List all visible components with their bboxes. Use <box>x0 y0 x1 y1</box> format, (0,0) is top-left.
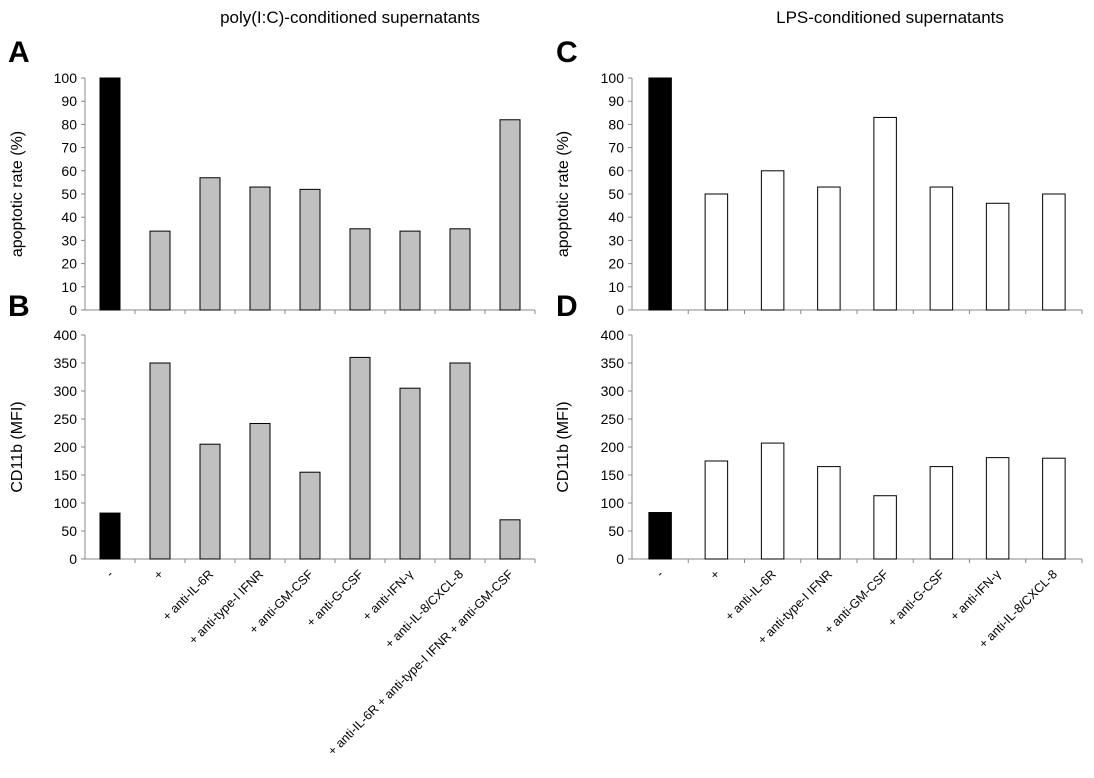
bar-c <box>648 77 672 311</box>
bar-b <box>399 387 421 560</box>
bar-d <box>1042 457 1066 560</box>
y-tick-label-a: 20 <box>61 256 77 272</box>
y-tick-label-b: 150 <box>54 467 78 483</box>
panel-label-b: B <box>8 290 30 323</box>
right-column-title: LPS-conditioned supernatants <box>776 8 1004 27</box>
bar-a <box>299 188 321 311</box>
bar-d <box>929 466 954 560</box>
y-axis-label-d: CD11b (MFI) <box>555 401 572 492</box>
y-tick-label-c: 50 <box>608 186 624 202</box>
y-axis-label-a: apoptotic rate (%) <box>9 131 26 257</box>
bar-b <box>349 356 371 560</box>
x-tick-label-d: + anti-IL-6R <box>722 567 778 623</box>
bar-b <box>299 471 321 560</box>
y-tick-label-d: 200 <box>601 439 625 455</box>
bar-d <box>648 512 672 560</box>
x-tick-label-d: + <box>707 567 722 582</box>
bar-a <box>449 228 471 311</box>
y-axis-label-b: CD11b (MFI) <box>9 401 26 492</box>
bar-c <box>1042 193 1066 311</box>
y-tick-label-c: 70 <box>608 140 624 156</box>
y-tick-label-c: 90 <box>608 93 624 109</box>
bar-a <box>499 119 521 311</box>
y-tick-label-d: 400 <box>601 327 625 343</box>
y-tick-label-d: 100 <box>601 495 625 511</box>
y-tick-label-c: 10 <box>608 279 624 295</box>
bar-d <box>704 460 729 560</box>
y-tick-label-d: 250 <box>601 411 625 427</box>
bar-a <box>199 177 221 311</box>
y-tick-label-c: 100 <box>601 70 625 86</box>
bar-b <box>449 362 471 560</box>
y-tick-label-c: 80 <box>608 116 624 132</box>
y-tick-label-b: 400 <box>54 327 78 343</box>
panel-label-c: C <box>556 36 578 69</box>
bar-d <box>817 466 841 560</box>
x-tick-label-b: - <box>103 567 116 580</box>
y-tick-label-d: 0 <box>616 551 624 567</box>
y-tick-label-c: 40 <box>608 209 624 225</box>
y-tick-label-a: 70 <box>61 140 77 156</box>
bar-c <box>873 116 897 311</box>
y-tick-label-a: 100 <box>54 70 78 86</box>
bar-b <box>99 512 121 560</box>
y-tick-label-b: 300 <box>54 383 78 399</box>
bar-a <box>99 77 121 311</box>
panel-label-d: D <box>556 290 578 323</box>
y-tick-label-c: 60 <box>608 163 624 179</box>
bar-a <box>149 230 171 311</box>
bar-b <box>249 422 271 560</box>
y-tick-label-b: 50 <box>61 523 77 539</box>
y-tick-label-a: 50 <box>61 186 77 202</box>
y-tick-label-a: 10 <box>61 279 77 295</box>
y-tick-label-d: 350 <box>601 355 625 371</box>
panel-label-a: A <box>8 36 30 69</box>
y-tick-label-c: 20 <box>608 256 624 272</box>
bar-a <box>399 230 421 311</box>
bar-c <box>760 170 785 311</box>
bar-b <box>149 362 171 560</box>
x-tick-label-d: + anti-G-CSF <box>885 567 947 629</box>
y-tick-label-a: 30 <box>61 232 77 248</box>
bar-b <box>199 443 221 560</box>
x-tick-label-b: + anti-IL-6R + anti-type-I IFNR + anti-G… <box>325 567 516 758</box>
y-tick-label-d: 150 <box>601 467 625 483</box>
bar-a <box>249 186 271 311</box>
bar-c <box>929 186 954 311</box>
y-tick-label-a: 0 <box>69 302 77 318</box>
y-tick-label-a: 40 <box>61 209 77 225</box>
y-tick-label-b: 200 <box>54 439 78 455</box>
y-tick-label-b: 100 <box>54 495 78 511</box>
x-tick-label-b: + <box>151 567 166 582</box>
x-tick-label-d: + anti-IFN-γ <box>947 567 1004 624</box>
bar-d <box>873 495 897 560</box>
bar-c <box>704 193 729 311</box>
y-tick-label-c: 0 <box>616 302 624 318</box>
y-tick-label-b: 0 <box>69 551 77 567</box>
bar-c <box>817 186 841 311</box>
y-tick-label-d: 50 <box>608 523 624 539</box>
y-tick-label-b: 350 <box>54 355 78 371</box>
bar-d <box>985 457 1010 560</box>
y-tick-label-b: 250 <box>54 411 78 427</box>
bar-d <box>760 442 785 560</box>
y-tick-label-a: 80 <box>61 116 77 132</box>
bar-b <box>499 519 521 560</box>
y-tick-label-c: 30 <box>608 232 624 248</box>
bar-c <box>985 202 1010 311</box>
y-axis-label-c: apoptotic rate (%) <box>555 131 572 257</box>
y-tick-label-a: 60 <box>61 163 77 179</box>
left-column-title: poly(I:C)-conditioned supernatants <box>220 8 480 27</box>
x-tick-label-d: - <box>653 567 666 580</box>
y-tick-label-d: 300 <box>601 383 625 399</box>
y-tick-label-a: 90 <box>61 93 77 109</box>
bar-a <box>349 228 371 311</box>
